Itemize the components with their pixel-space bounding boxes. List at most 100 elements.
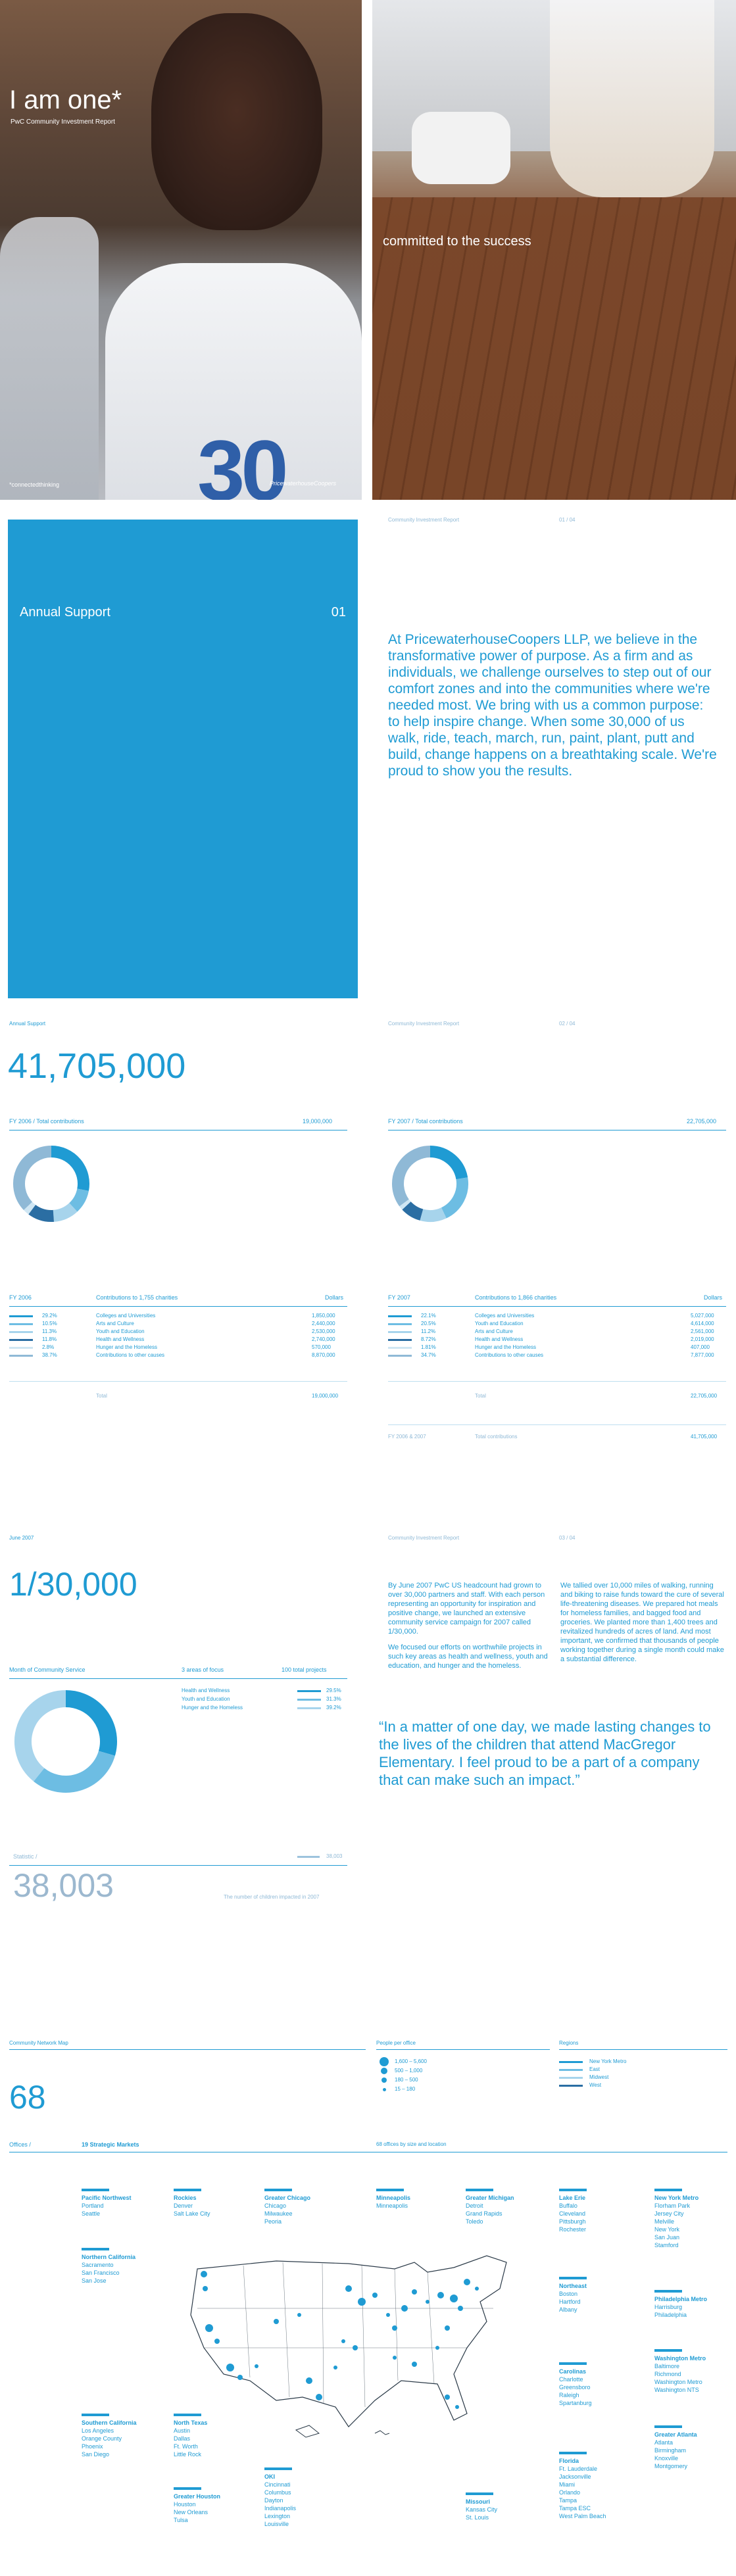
month-label: Month of Community Service bbox=[9, 1666, 86, 1673]
market-lake-erie: Lake Erie Buffalo Cleveland Pittsburgh Roche… bbox=[559, 2189, 587, 2233]
market-city: Salt Lake City bbox=[174, 2210, 210, 2217]
section-label: Annual Support bbox=[20, 605, 110, 620]
market-rule bbox=[654, 2349, 682, 2352]
market-city: Phoenix bbox=[82, 2443, 103, 2450]
market-name: New York Metro bbox=[654, 2195, 699, 2201]
row-pct: 2.8% bbox=[42, 1344, 55, 1350]
row-value: 8,870,000 bbox=[312, 1352, 335, 1358]
region-swatch bbox=[559, 2069, 583, 2071]
market-city: San Juan bbox=[654, 2234, 680, 2241]
fy2006-donut bbox=[13, 1146, 89, 1222]
row-label: Youth and Education bbox=[96, 1328, 145, 1334]
jersey-number: 30 bbox=[197, 422, 289, 500]
market-oki: OKI Cincinnati Columbus Dayton Indianapolis L… bbox=[264, 2467, 296, 2528]
market-city: Greensboro bbox=[559, 2384, 591, 2391]
fy2006-col1: FY 2006 bbox=[9, 1294, 32, 1301]
statistic-note: The number of children impacted in 2007 bbox=[224, 1894, 320, 1900]
row-value: 407,000 bbox=[691, 1344, 710, 1350]
row-value: 1,850,000 bbox=[312, 1313, 335, 1319]
row-label: Health and Wellness bbox=[96, 1336, 145, 1342]
market-city: Lexington bbox=[264, 2513, 291, 2519]
row-pct: 10.5% bbox=[42, 1321, 57, 1326]
june-donut bbox=[14, 1690, 117, 1793]
market-rule bbox=[654, 2425, 682, 2428]
market-city: Cincinnati bbox=[264, 2481, 291, 2488]
market-city: Charlotte bbox=[559, 2376, 583, 2383]
june-header-left: June 2007 bbox=[9, 1535, 34, 1541]
market-city: Florham Park bbox=[654, 2202, 691, 2209]
row-label: Colleges and Universities bbox=[96, 1313, 156, 1319]
market-city: Philadelphia bbox=[654, 2312, 687, 2318]
market-city: Albany bbox=[559, 2306, 577, 2313]
grand-total-label: FY 2006 & 2007 bbox=[388, 1434, 426, 1440]
june-header-right-right: 03 / 04 bbox=[559, 1535, 576, 1541]
market-city: Spartanburg bbox=[559, 2400, 592, 2406]
market-city: Orange County bbox=[82, 2435, 122, 2442]
size-marker bbox=[381, 2078, 387, 2083]
row-pct: 38.7% bbox=[42, 1352, 57, 1358]
donut-slice-health-and-wellness bbox=[28, 1204, 55, 1222]
area-pct: 39.2% bbox=[326, 1705, 341, 1711]
market-greater-michigan: Greater Michigan Detroit Grand Rapids Toled… bbox=[466, 2189, 514, 2225]
market-city: Sacramento bbox=[82, 2262, 114, 2268]
market-city: San Jose bbox=[82, 2277, 107, 2284]
market-name: Greater Chicago bbox=[264, 2195, 311, 2201]
market-city: Montgomery bbox=[654, 2463, 688, 2469]
row-value: 2,740,000 bbox=[312, 1336, 335, 1342]
row-pct: 8.72% bbox=[421, 1336, 436, 1342]
area-pct: 29.5% bbox=[326, 1688, 341, 1693]
market-city: Tampa bbox=[559, 2497, 577, 2504]
market-city: Raleigh bbox=[559, 2392, 579, 2398]
market-rule bbox=[82, 2189, 109, 2191]
market-name: Pacific Northwest bbox=[82, 2195, 132, 2201]
market-new-york-metro: New York Metro Florham Park Jersey City Mel… bbox=[654, 2189, 699, 2249]
row-value: 2,440,000 bbox=[312, 1321, 335, 1326]
row-label: Health and Wellness bbox=[475, 1336, 524, 1342]
market-city: Ft. Worth bbox=[174, 2443, 198, 2450]
legend-swatch bbox=[9, 1331, 33, 1333]
market-name: OKI bbox=[264, 2473, 276, 2480]
market-city: Denver bbox=[174, 2202, 193, 2209]
statistic-bar-value: 38,003 bbox=[326, 1853, 343, 1859]
market-city: Grand Rapids bbox=[466, 2210, 503, 2217]
offices-label: Offices / bbox=[9, 2141, 31, 2148]
market-city: Portland bbox=[82, 2202, 104, 2209]
market-city: Washington NTS bbox=[654, 2387, 699, 2393]
us-map bbox=[190, 2255, 507, 2438]
fy2006-total: 19,000,000 bbox=[303, 1118, 333, 1125]
area-pct: 31.3% bbox=[326, 1696, 341, 1702]
size-label: 500 – 1,000 bbox=[395, 2068, 423, 2074]
row-pct: 11.2% bbox=[421, 1328, 436, 1334]
row-label: Youth and Education bbox=[475, 1321, 524, 1326]
brand-logo: PricewaterhouseCoopers bbox=[270, 480, 337, 487]
legend-swatch bbox=[9, 1323, 33, 1325]
fy2007-total: 22,705,000 bbox=[687, 1118, 717, 1125]
legend-swatch bbox=[388, 1355, 412, 1357]
donut-slice-colleges-and-universities bbox=[51, 1146, 89, 1191]
market-city: Jersey City bbox=[654, 2210, 684, 2217]
legend-swatch bbox=[9, 1339, 33, 1341]
annual-header-right-right: 02 / 04 bbox=[559, 1021, 576, 1027]
legend-swatch bbox=[388, 1323, 412, 1325]
market-name: Northern California bbox=[82, 2254, 136, 2260]
market-washington-metro: Washington Metro Baltimore Richmond Washing… bbox=[654, 2349, 706, 2394]
fy2006-col3: Dollars bbox=[325, 1294, 344, 1301]
market-missouri: Missouri Kansas City St. Louis bbox=[466, 2492, 497, 2521]
donut-slice-colleges-and-universities bbox=[429, 1146, 468, 1180]
grand-total-title: Total contributions bbox=[475, 1434, 518, 1440]
row-pct: 29.2% bbox=[42, 1313, 57, 1319]
fy2006-title: Total contributions bbox=[36, 1118, 84, 1125]
legend-swatch bbox=[388, 1331, 412, 1333]
market-city: Knoxville bbox=[654, 2455, 679, 2462]
market-florida: Florida Ft. Lauderdale Jacksonville Miami Or… bbox=[559, 2452, 606, 2520]
projects-label: 100 total projects bbox=[282, 1666, 327, 1673]
row-pct: 11.8% bbox=[42, 1336, 57, 1342]
area-swatch bbox=[297, 1707, 321, 1709]
june-header-right-left: Community Investment Report bbox=[388, 1535, 460, 1541]
market-city: Melville bbox=[654, 2218, 675, 2225]
market-city: Atlanta bbox=[654, 2439, 674, 2446]
size-marker bbox=[380, 2057, 389, 2066]
market-city: Boston bbox=[559, 2291, 578, 2297]
areas-label: 3 areas of focus bbox=[182, 1666, 224, 1673]
region-swatch bbox=[559, 2085, 583, 2087]
